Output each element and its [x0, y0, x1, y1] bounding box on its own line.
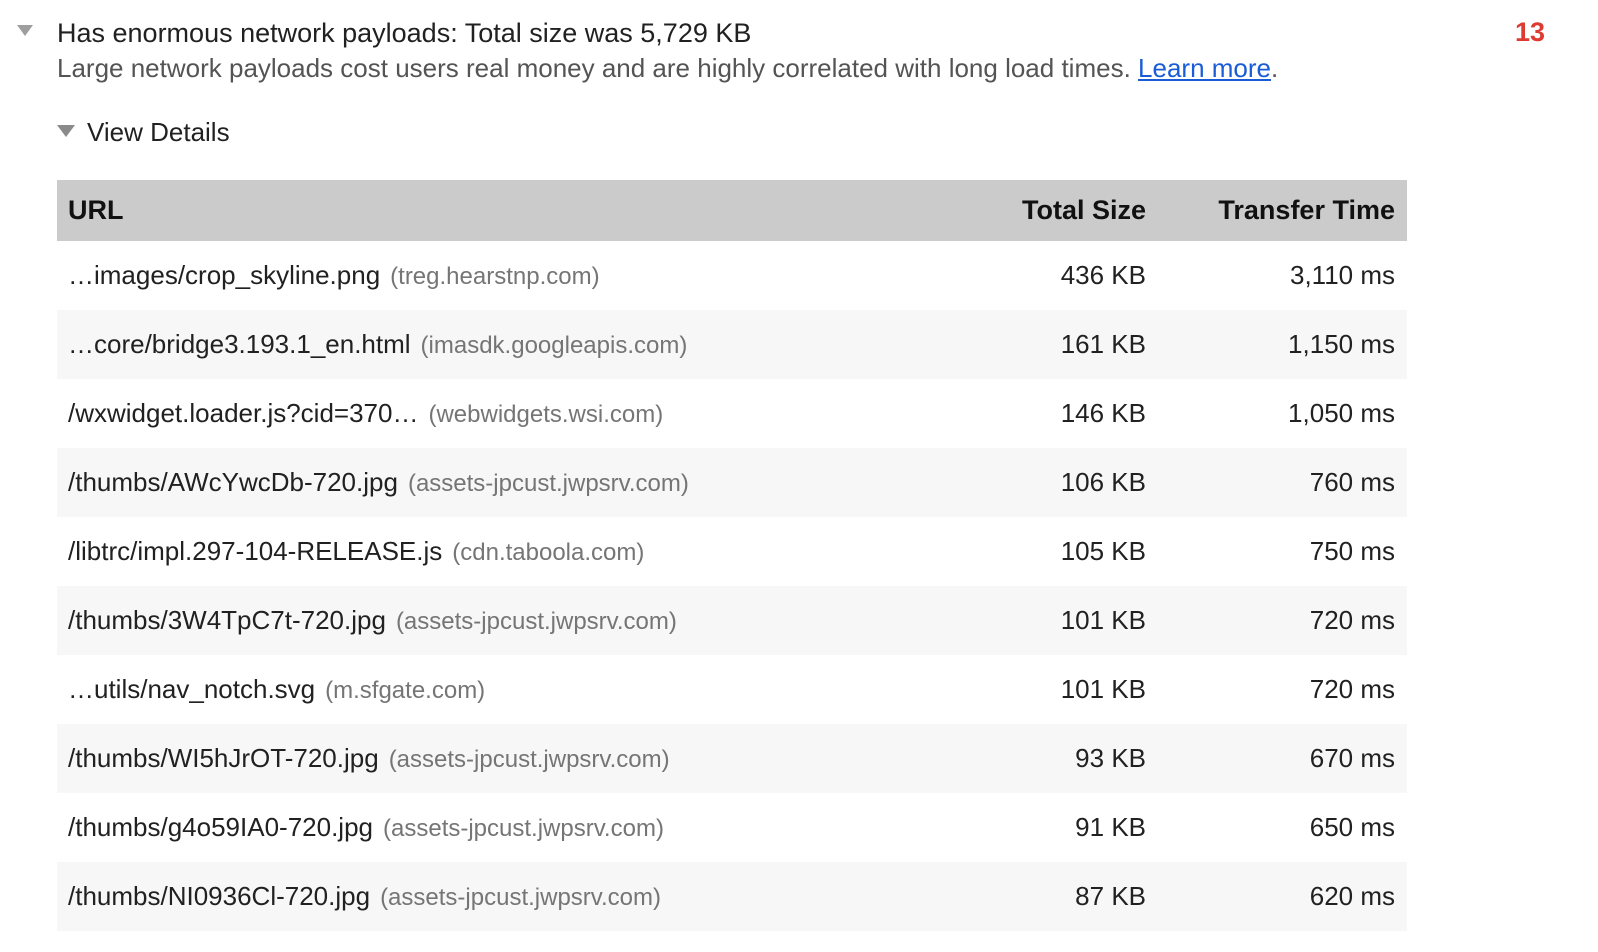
- resource-path: …utils/nav_notch.svg: [68, 674, 316, 704]
- resource-url-cell: /thumbs/WI5hJrOT-720.jpg (assets-jpcust.j…: [57, 743, 970, 774]
- resource-url-cell: /thumbs/AWcYwcDb-720.jpg (assets-jpcust.j…: [57, 467, 970, 498]
- resource-host: (cdn.taboola.com): [452, 539, 645, 566]
- table-row: …core/bridge3.193.1_en.html (imasdk.googl…: [57, 310, 1407, 379]
- col-header-url: URL: [68, 195, 124, 225]
- resource-total-size: 87 KB: [1075, 881, 1146, 911]
- resource-total-size: 106 KB: [1060, 467, 1146, 497]
- resource-transfer-time: 1,150 ms: [1288, 329, 1395, 359]
- resource-host: (webwidgets.wsi.com): [428, 401, 664, 428]
- resource-path: /thumbs/WI5hJrOT-720.jpg: [68, 743, 379, 773]
- resource-path: /wxwidget.loader.js?cid=370…: [68, 398, 419, 428]
- resource-path: /thumbs/NI0936Cl-720.jpg: [68, 881, 371, 911]
- resource-url-cell: …core/bridge3.193.1_en.html (imasdk.googl…: [57, 329, 970, 360]
- view-details-toggle[interactable]: View Details: [57, 117, 230, 148]
- resource-transfer-time: 650 ms: [1309, 812, 1395, 842]
- table-row: /thumbs/WI5hJrOT-720.jpg (assets-jpcust.j…: [57, 724, 1407, 793]
- resource-host: (m.sfgate.com): [325, 677, 486, 704]
- table-row: /wxwidget.loader.js?cid=370… (webwidgets.…: [57, 379, 1407, 448]
- resource-total-size: 146 KB: [1060, 398, 1146, 428]
- resource-path: …images/crop_skyline.png: [68, 260, 381, 290]
- table-row: …utils/nav_notch.svg (m.sfgate.com) 101 KB…: [57, 655, 1407, 724]
- resource-url-cell: /wxwidget.loader.js?cid=370… (webwidgets.…: [57, 398, 970, 429]
- resource-url-cell: /libtrc/impl.297-104-RELEASE.js (cdn.tabo…: [57, 536, 970, 567]
- resource-transfer-time: 670 ms: [1309, 743, 1395, 773]
- audit-description: Large network payloads cost users real m…: [57, 51, 1598, 86]
- resource-total-size: 161 KB: [1060, 329, 1146, 359]
- resource-transfer-time: 720 ms: [1309, 674, 1395, 704]
- resource-host: (assets-jpcust.jwpsrv.com): [383, 815, 664, 842]
- resource-path: …core/bridge3.193.1_en.html: [68, 329, 411, 359]
- resource-transfer-time: 760 ms: [1309, 467, 1395, 497]
- resource-path: /libtrc/impl.297-104-RELEASE.js: [68, 536, 443, 566]
- audit-header: Has enormous network payloads: Total siz…: [0, 0, 1598, 86]
- resource-url-cell: …utils/nav_notch.svg (m.sfgate.com): [57, 674, 970, 705]
- resource-total-size: 101 KB: [1060, 605, 1146, 635]
- audit-count-badge: 13: [1514, 17, 1545, 47]
- resource-path: /thumbs/g4o59IA0-720.jpg: [68, 812, 373, 842]
- resource-url-cell: …images/crop_skyline.png (treg.hearstnp.c…: [57, 260, 970, 291]
- learn-more-link[interactable]: Learn more: [1138, 53, 1271, 83]
- col-header-total-size: Total Size: [1021, 195, 1146, 225]
- table-header-row: URL Total Size Transfer Time: [57, 180, 1407, 241]
- resource-transfer-time: 750 ms: [1309, 536, 1395, 566]
- table-row: /thumbs/NI0936Cl-720.jpg (assets-jpcust.j…: [57, 862, 1407, 931]
- resource-total-size: 436 KB: [1060, 260, 1146, 290]
- table-row: …images/crop_skyline.png (treg.hearstnp.c…: [57, 241, 1407, 310]
- table-row: /thumbs/AWcYwcDb-720.jpg (assets-jpcust.j…: [57, 448, 1407, 517]
- audit-title[interactable]: Has enormous network payloads: Total siz…: [57, 18, 752, 48]
- resource-host: (treg.hearstnp.com): [390, 263, 600, 290]
- resource-url-cell: /thumbs/g4o59IA0-720.jpg (assets-jpcust.j…: [57, 812, 970, 843]
- audit-description-text: Large network payloads cost users real m…: [57, 53, 1139, 83]
- resource-path: /thumbs/AWcYwcDb-720.jpg: [68, 467, 398, 497]
- resource-host: (assets-jpcust.jwpsrv.com): [380, 884, 661, 911]
- resource-transfer-time: 620 ms: [1309, 881, 1395, 911]
- resource-url-cell: /thumbs/NI0936Cl-720.jpg (assets-jpcust.j…: [57, 881, 970, 912]
- resource-host: (imasdk.googleapis.com): [420, 332, 688, 359]
- payload-table: URL Total Size Transfer Time …images/cro…: [57, 180, 1407, 931]
- resource-transfer-time: 3,110 ms: [1289, 260, 1395, 290]
- resource-total-size: 101 KB: [1060, 674, 1146, 704]
- table-row: /thumbs/3W4TpC7t-720.jpg (assets-jpcust.j…: [57, 586, 1407, 655]
- resource-transfer-time: 720 ms: [1309, 605, 1395, 635]
- col-header-transfer-time: Transfer Time: [1218, 195, 1395, 225]
- resource-path: /thumbs/3W4TpC7t-720.jpg: [68, 605, 386, 635]
- collapse-audit-triangle-icon[interactable]: [17, 25, 33, 36]
- resource-total-size: 91 KB: [1075, 812, 1146, 842]
- collapse-details-triangle-icon: [57, 124, 75, 137]
- resource-host: (assets-jpcust.jwpsrv.com): [395, 608, 677, 635]
- resource-transfer-time: 1,050 ms: [1288, 398, 1395, 428]
- audit-description-period: .: [1271, 53, 1279, 83]
- resource-total-size: 105 KB: [1060, 536, 1146, 566]
- resource-total-size: 93 KB: [1075, 743, 1146, 773]
- view-details-label: View Details: [87, 117, 230, 147]
- table-row: /thumbs/g4o59IA0-720.jpg (assets-jpcust.j…: [57, 793, 1407, 862]
- resource-url-cell: /thumbs/3W4TpC7t-720.jpg (assets-jpcust.j…: [57, 605, 970, 636]
- resource-host: (assets-jpcust.jwpsrv.com): [407, 470, 689, 497]
- table-row: /libtrc/impl.297-104-RELEASE.js (cdn.tabo…: [57, 517, 1407, 586]
- resource-host: (assets-jpcust.jwpsrv.com): [388, 746, 670, 773]
- table-body: …images/crop_skyline.png (treg.hearstnp.c…: [57, 241, 1407, 931]
